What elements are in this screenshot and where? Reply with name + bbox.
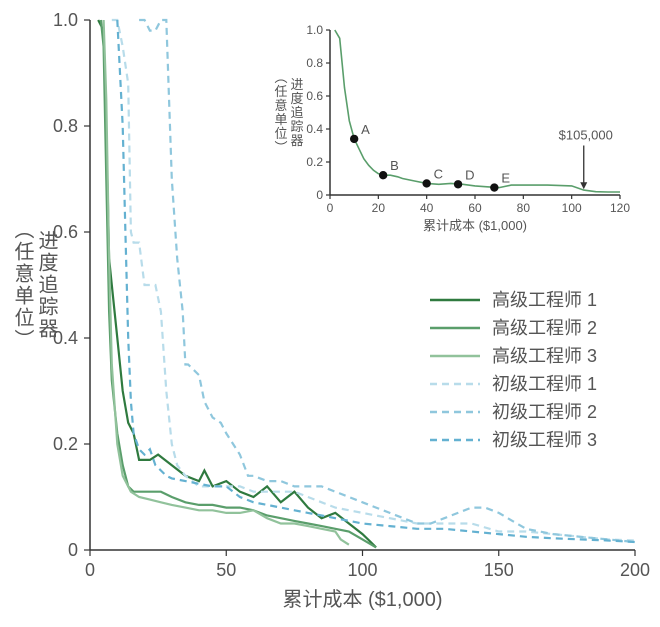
- y-tick-label: 0: [68, 540, 78, 560]
- inset-y-tick-label: 0.8: [306, 56, 323, 70]
- x-tick-label: 100: [347, 560, 377, 580]
- inset-x-tick-label: 120: [610, 201, 630, 215]
- inset-y-tick-label: 1.0: [306, 23, 323, 37]
- legend-label: 高级工程师 1: [492, 290, 597, 310]
- figure-svg: 05010015020000.20.40.60.81.0累计成本 ($1,000…: [0, 0, 660, 627]
- inset-y-axis-title-line1: （任意单位）: [273, 71, 288, 155]
- x-axis-title: 累计成本 ($1,000): [282, 588, 442, 611]
- inset-marker: [379, 171, 387, 179]
- y-axis-title-line1: （任意单位）: [11, 219, 34, 351]
- y-tick-label: 1.0: [53, 10, 78, 30]
- legend-label: 初级工程师 1: [492, 374, 597, 394]
- inset-marker-label: A: [361, 122, 370, 137]
- inset-y-tick-label: 0.2: [306, 155, 323, 169]
- y-tick-label: 0.8: [53, 116, 78, 136]
- inset-x-tick-label: 60: [468, 201, 482, 215]
- y-axis-title-line2: 进度追踪器: [35, 230, 58, 340]
- inset-marker: [490, 183, 498, 191]
- legend-label: 高级工程师 2: [492, 318, 597, 338]
- inset-x-tick-label: 100: [562, 201, 582, 215]
- inset-x-tick-label: 20: [372, 201, 386, 215]
- y-tick-label: 0.2: [53, 434, 78, 454]
- inset-annotation: $105,000: [559, 128, 613, 143]
- inset-x-tick-label: 80: [517, 201, 531, 215]
- inset-marker-label: C: [434, 166, 443, 181]
- x-tick-label: 50: [216, 560, 236, 580]
- inset-marker-label: B: [390, 158, 399, 173]
- inset-y-tick-label: 0: [316, 188, 323, 202]
- x-tick-label: 200: [620, 560, 650, 580]
- legend-label: 初级工程师 2: [492, 402, 597, 422]
- x-tick-label: 150: [484, 560, 514, 580]
- inset-marker: [454, 180, 462, 188]
- inset-marker-label: E: [501, 171, 510, 186]
- inset-x-tick-label: 0: [327, 201, 334, 215]
- inset-y-axis-title-line2: 进度追踪器: [289, 78, 304, 148]
- inset-chart: 0 20 40 60 80 100 120 0 0.2 0.4 0.6 0.8 1.0 A B C D E $105…: [273, 22, 636, 242]
- legend-label: 初级工程师 3: [492, 430, 597, 450]
- legend-label: 高级工程师 3: [492, 346, 597, 366]
- inset-y-tick-label: 0.4: [306, 122, 323, 136]
- inset-y-tick-label: 0.6: [306, 89, 323, 103]
- inset-x-axis-title: 累计成本 ($1,000): [423, 218, 527, 233]
- inset-marker: [422, 179, 430, 187]
- legend: 高级工程师 1 高级工程师 2 高级工程师 3 初级工程师 1 初级工程师 2 初级工程师…: [430, 290, 597, 450]
- inset-marker-label: D: [465, 167, 474, 182]
- inset-marker: [350, 135, 358, 143]
- inset-x-tick-label: 40: [420, 201, 434, 215]
- x-tick-label: 0: [85, 560, 95, 580]
